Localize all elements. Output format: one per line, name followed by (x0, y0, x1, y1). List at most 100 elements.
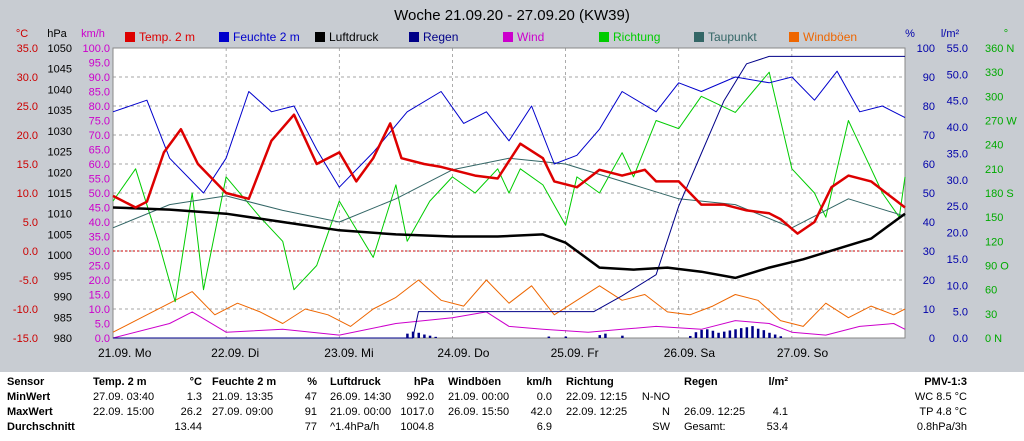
rain-bar (779, 336, 783, 338)
x-tick-label: 27.09. So (777, 346, 829, 360)
axis-tick-label-wind: 80.0 (89, 101, 110, 113)
stats-header-rain: Regen (684, 376, 718, 388)
axis-tick-label-humidity: 40 (923, 217, 935, 229)
stats-min-pressure: 992.0 (406, 391, 434, 403)
stats-header-gusts: Windböen (448, 376, 502, 388)
axis-tick-label-temp: -15.0 (13, 333, 38, 345)
axis-tick-label-temp: -10.0 (13, 304, 38, 316)
series-line (112, 279, 906, 333)
series-layer (112, 55, 906, 339)
rain-bar (706, 329, 709, 338)
axis-tick-label-direction: 240 (985, 140, 1003, 152)
axis-tick-label-wind: 40.0 (89, 217, 110, 229)
axis-tick-label-temp: 30.0 (17, 72, 38, 84)
axis-tick-label-pressure: 1015 (48, 188, 72, 200)
legend-label: Temp. 2 m (139, 30, 195, 44)
legend-swatch (503, 32, 513, 42)
axis-tick-label-wind: 25.0 (89, 261, 110, 273)
stats-min-temp: 1.3 (186, 391, 202, 403)
axis-tick-label-wind: 20.0 (89, 275, 110, 287)
axis-tick-label-wind: 5.0 (95, 319, 110, 331)
stats-max-pressure: 1017.0 (400, 406, 434, 418)
legend-label: Regen (423, 30, 458, 44)
rain-bar (689, 335, 692, 338)
rain-bar (768, 332, 771, 338)
stats-pmv-wc: WC 8.5 °C (914, 391, 967, 403)
axis-tick-label-pressure: 1010 (48, 209, 72, 221)
stats-unit-humidity: % (307, 376, 317, 388)
axis-tick-label-rain: 25.0 (947, 201, 968, 213)
x-tick-label: 24.09. Do (437, 346, 489, 360)
stats-max-time-gusts: 26.09. 15:50 (448, 406, 510, 418)
axis-tick-label-wind: 65.0 (89, 145, 110, 157)
stats-max-time-rain: 26.09. 12:25 (684, 406, 746, 418)
stats-min-gusts: 0.0 (536, 391, 552, 403)
axis-tick-label-direction: 300 (985, 91, 1003, 103)
axis-tick-label-wind: 75.0 (89, 116, 110, 128)
rain-bar (745, 327, 749, 338)
axis-tick-label-temp: 10.0 (17, 188, 38, 200)
legend-swatch (315, 32, 325, 42)
weather-chart: Woche 21.09.20 - 27.09.20 (KW39) 35.0 30.… (12, 7, 1018, 360)
rain-bar (773, 334, 777, 338)
series-line (112, 311, 906, 339)
axis-tick-label-direction: 330 (985, 67, 1003, 79)
axis-tick-label-pressure: 1050 (48, 43, 72, 55)
legend: Temp. 2 m Feuchte 2 m Luftdruck Regen Wind Ri… (125, 30, 857, 44)
stats-unit-pressure: hPa (413, 376, 434, 388)
axis-unit-pressure: hPa (47, 28, 67, 40)
axis-tick-label-temp: 5.0 (23, 217, 38, 229)
series-line (113, 55, 905, 339)
rain-bar (434, 336, 437, 338)
axis-tick-label-humidity: 70 (923, 130, 935, 142)
rain-bar (751, 326, 754, 338)
stats-header-humidity: Feuchte 2 m (212, 376, 277, 388)
axis-tick-label-direction: 150 (985, 212, 1003, 224)
axis-tick-label-pressure: 980 (54, 333, 72, 345)
stats-max-gusts: 42.0 (530, 406, 552, 418)
axis-unit-wind: km/h (81, 28, 105, 40)
series-line (112, 70, 906, 194)
rain-bar (722, 331, 726, 338)
rain-bar (604, 333, 607, 338)
axis-tick-label-humidity: 100 (917, 43, 935, 55)
stats-header-pressure: Luftdruck (330, 376, 381, 388)
stats-unit-rain: l/m² (768, 376, 788, 388)
axis-tick-label-pressure: 1045 (48, 64, 72, 76)
axis-tick-label-direction: 270 W (985, 116, 1017, 128)
axis-tick-label-pressure: 1030 (48, 126, 72, 138)
stats-min-time-humidity: 21.09. 13:35 (212, 391, 274, 403)
rain-bar (694, 332, 698, 338)
rain-bar (728, 330, 732, 338)
axis-tick-label-temp: 20.0 (17, 130, 38, 142)
x-tick-label: 22.09. Di (211, 346, 259, 360)
axis-tick-label-direction: 30 (985, 309, 997, 321)
axis-tick-label-direction: 180 S (985, 188, 1014, 200)
axis-tick-label-direction: 120 (985, 236, 1003, 248)
stats-avg-label-pressure: ^1.4hPa/h (330, 421, 380, 433)
rain-bar (739, 328, 743, 338)
legend-swatch (409, 32, 419, 42)
rain-bar (711, 330, 715, 338)
chart-title: Woche 21.09.20 - 27.09.20 (KW39) (394, 7, 630, 24)
stats-table: Sensor MinWert MaxWert Durchschnitt Temp. 2 … (0, 372, 1024, 441)
x-tick-label: 21.09. Mo (98, 346, 152, 360)
axis-unit-humidity: % (905, 28, 915, 40)
axis-tick-label-rain: 10.0 (947, 280, 968, 292)
axes: 35.0 30.0 25.0 20.0 15.0 10.0 5.0 0.0 -5.0 -10.0 -… (13, 28, 1017, 345)
stats-min-humidity: 47 (304, 391, 317, 403)
axis-tick-label-rain: 55.0 (947, 43, 968, 55)
axis-tick-label-rain: 35.0 (947, 148, 968, 160)
stats-pmv-trend: 0.8hPa/3h (916, 421, 967, 433)
axis-tick-label-pressure: 995 (54, 271, 72, 283)
axis-tick-label-pressure: 1000 (48, 250, 72, 262)
legend-swatch (694, 32, 704, 42)
axis-tick-label-temp: 0.0 (23, 246, 38, 258)
axis-tick-label-temp: 25.0 (17, 101, 38, 113)
stats-max-direction: N (662, 406, 670, 418)
rain-bar (406, 333, 409, 338)
axis-tick-label-humidity: 30 (923, 246, 935, 258)
stats-avg-direction: SW (652, 421, 670, 433)
rain-bar (756, 328, 760, 338)
stats-total-rain: 53.4 (766, 421, 788, 433)
